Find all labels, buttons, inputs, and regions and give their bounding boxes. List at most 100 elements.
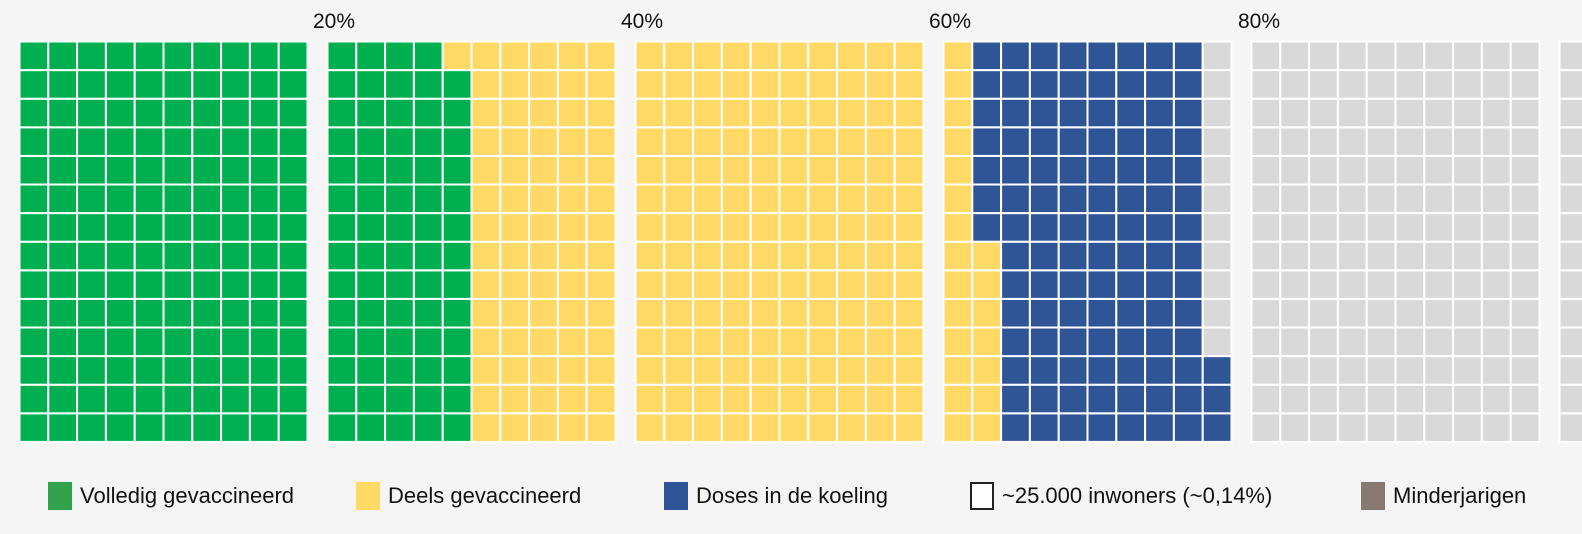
waffle-cell	[1086, 383, 1118, 415]
waffle-cell	[942, 183, 974, 215]
waffle-cell	[470, 212, 502, 243]
waffle-cell	[1086, 97, 1118, 129]
waffle-cell	[1336, 126, 1368, 157]
waffle-cell	[1115, 383, 1147, 415]
waffle-cell	[384, 69, 415, 100]
waffle-cell	[277, 40, 309, 72]
waffle-cell	[1250, 240, 1282, 272]
waffle-cell	[1250, 126, 1282, 157]
waffle-cell	[1028, 183, 1060, 215]
waffle-cell	[893, 383, 925, 415]
waffle-cell	[18, 126, 50, 157]
waffle-cell	[18, 69, 50, 100]
waffle-cell	[749, 269, 781, 300]
waffle-cell	[162, 183, 194, 215]
waffle-cell	[720, 355, 752, 386]
waffle-cell	[893, 154, 925, 186]
waffle-cell	[1144, 183, 1175, 215]
waffle-cell	[720, 97, 752, 129]
waffle-cell	[1279, 240, 1311, 272]
waffle-cell	[1115, 183, 1147, 215]
waffle-cell	[1250, 355, 1282, 386]
waffle-cell	[191, 412, 223, 443]
waffle-cell	[692, 269, 723, 300]
waffle-cell	[528, 97, 559, 129]
waffle-cell	[942, 269, 974, 300]
waffle-cell	[441, 269, 473, 300]
waffle-cell	[499, 69, 531, 100]
legend-item: ~25.000 inwoners (~0,14%)	[970, 478, 1272, 514]
waffle-cell	[1336, 40, 1368, 72]
waffle-cell	[470, 240, 502, 272]
waffle-cell	[807, 297, 839, 329]
waffle-cell	[720, 383, 752, 415]
waffle-cell	[634, 355, 666, 386]
waffle-cell	[277, 154, 309, 186]
waffle-cell	[133, 240, 165, 272]
waffle-cell	[893, 326, 925, 358]
waffle-cell	[528, 183, 559, 215]
waffle-cell	[133, 412, 165, 443]
waffle-cell	[634, 326, 666, 358]
waffle-cell	[692, 212, 723, 243]
waffle-cell	[864, 297, 896, 329]
waffle-cell	[528, 326, 559, 358]
waffle-cell	[133, 383, 165, 415]
waffle-cell	[248, 297, 280, 329]
waffle-cell	[1558, 355, 1582, 386]
waffle-cell	[1086, 69, 1118, 100]
waffle-cell	[971, 97, 1003, 129]
waffle-cell	[1394, 154, 1426, 186]
waffle-cell	[893, 412, 925, 443]
waffle-cell	[807, 212, 839, 243]
waffle-cell	[1000, 326, 1031, 358]
waffle-cell	[76, 97, 107, 129]
waffle-cell	[971, 240, 1003, 272]
waffle-cell	[1250, 154, 1282, 186]
waffle-cell	[942, 297, 974, 329]
waffle-cell	[1394, 297, 1426, 329]
waffle-cell	[749, 412, 781, 443]
waffle-cell	[1172, 97, 1204, 129]
waffle-cell	[277, 269, 309, 300]
waffle-cell	[441, 154, 473, 186]
waffle-cell	[1057, 326, 1089, 358]
waffle-cell	[499, 154, 531, 186]
waffle-cell	[1365, 126, 1397, 157]
waffle-cell	[778, 97, 810, 129]
legend-label: Doses in de koeling	[696, 483, 889, 508]
waffle-cell	[326, 126, 358, 157]
x-tick-label: 60%	[929, 10, 972, 33]
waffle-cell	[470, 383, 502, 415]
waffle-cell	[1057, 412, 1089, 443]
waffle-cell	[162, 126, 194, 157]
waffle-cell	[1144, 326, 1175, 358]
waffle-cell	[778, 269, 810, 300]
waffle-cell	[663, 412, 695, 443]
waffle-cell	[1452, 154, 1483, 186]
waffle-cell	[47, 69, 79, 100]
waffle-cell	[76, 40, 107, 72]
waffle-cell	[807, 183, 839, 215]
waffle-cell	[220, 355, 251, 386]
waffle-cell	[1086, 412, 1118, 443]
waffle-cell	[133, 154, 165, 186]
waffle-cell	[47, 326, 79, 358]
waffle-cell	[1394, 355, 1426, 386]
waffle-cell	[893, 240, 925, 272]
waffle-cell	[585, 412, 617, 443]
waffle-cell	[1308, 355, 1339, 386]
waffle-cell	[384, 212, 415, 243]
waffle-cell	[191, 240, 223, 272]
waffle-cell	[76, 154, 107, 186]
waffle-cell	[864, 97, 896, 129]
waffle-cell	[1423, 154, 1455, 186]
waffle-cell	[76, 355, 107, 386]
waffle-cell	[1452, 40, 1483, 72]
waffle-cell	[412, 383, 444, 415]
waffle-cell	[1057, 212, 1089, 243]
waffle-cell	[1201, 412, 1233, 443]
waffle-cell	[807, 97, 839, 129]
waffle-cell	[1172, 383, 1204, 415]
